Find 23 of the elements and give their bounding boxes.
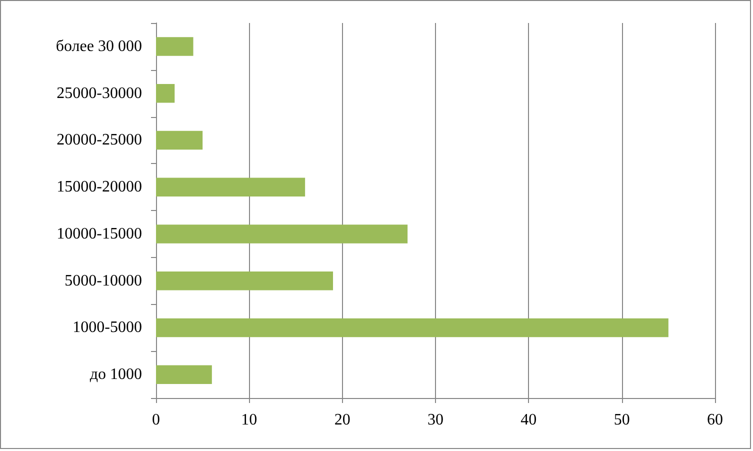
x-tick-label: 50	[614, 412, 630, 428]
y-tick-label: до 1000	[90, 366, 142, 384]
x-tick-label: 20	[334, 412, 350, 428]
bar	[156, 130, 203, 150]
y-tick-label: 10000-15000	[56, 225, 142, 242]
bar	[156, 84, 175, 103]
y-tick-label: 20000-25000	[56, 132, 142, 149]
x-tick-label: 40	[520, 412, 537, 428]
bar	[156, 224, 408, 244]
y-tick-label: 1000-5000	[72, 319, 142, 336]
y-tick-label: 15000-20000	[56, 178, 142, 196]
x-tick-label: 60	[707, 412, 723, 428]
bar	[156, 178, 306, 196]
x-tick-label: 30	[428, 412, 444, 428]
y-tick-label: 5000-10000	[64, 272, 142, 290]
x-tick-label: 10	[241, 412, 258, 428]
bar	[156, 271, 334, 290]
y-tick-label: 25000-30000	[56, 84, 142, 102]
bar	[156, 365, 212, 384]
bar	[156, 318, 668, 338]
bar	[156, 37, 194, 56]
y-tick-label: более 30 000	[56, 38, 142, 55]
x-tick-label: 0	[152, 412, 160, 428]
